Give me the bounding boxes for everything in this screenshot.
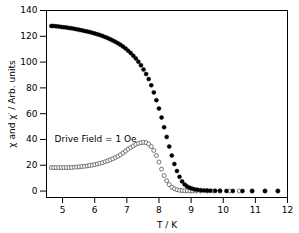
- svg-text:Drive Field = 1 Oe: Drive Field = 1 Oe: [55, 134, 138, 144]
- svg-text:80: 80: [26, 83, 38, 93]
- svg-text:100: 100: [20, 57, 37, 67]
- svg-text:12: 12: [282, 205, 293, 215]
- svg-text:5: 5: [60, 205, 66, 215]
- svg-text:0: 0: [32, 186, 38, 196]
- svg-text:8: 8: [156, 205, 162, 215]
- svg-text:140: 140: [20, 5, 37, 15]
- svg-text:120: 120: [20, 31, 37, 41]
- svg-text:60: 60: [26, 109, 38, 119]
- svg-text:9: 9: [188, 205, 194, 215]
- svg-text:χ and χ′ / Arb. units: χ and χ′ / Arb. units: [7, 60, 17, 148]
- svg-text:20: 20: [26, 160, 38, 170]
- svg-text:7: 7: [124, 205, 130, 215]
- svg-text:40: 40: [26, 134, 38, 144]
- svg-text:T / K: T / K: [156, 220, 178, 230]
- svg-text:6: 6: [92, 205, 98, 215]
- svg-text:10: 10: [218, 205, 230, 215]
- svg-text:11: 11: [250, 205, 261, 215]
